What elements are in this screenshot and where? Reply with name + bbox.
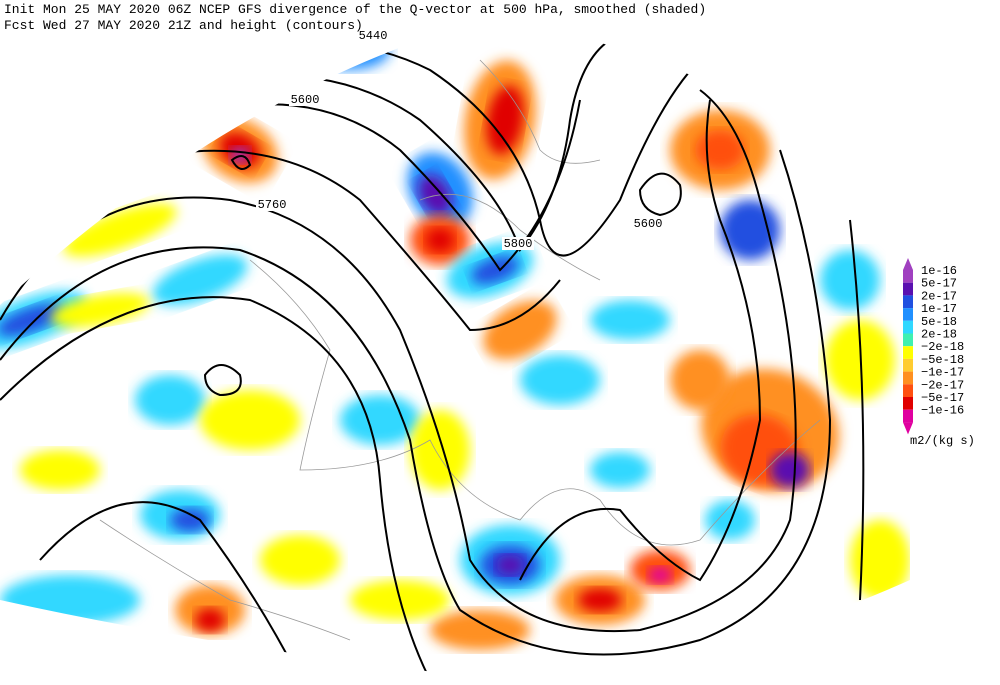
- legend-label: −1e-16: [921, 404, 964, 418]
- legend-arrow: [903, 422, 913, 435]
- shaded-region: [520, 355, 600, 405]
- legend-swatch: [903, 358, 913, 372]
- contour-label-bg: [357, 29, 389, 42]
- shaded-region: [578, 588, 622, 612]
- shaded-region: [426, 228, 454, 252]
- shaded-region: [670, 350, 730, 410]
- shaded-region: [430, 610, 530, 650]
- shaded-region: [0, 575, 140, 625]
- legend-swatch: [903, 409, 913, 423]
- shaded-region: [310, 35, 350, 55]
- shaded-region: [410, 410, 470, 490]
- contour-label-bg: [289, 93, 321, 106]
- shaded-region: [496, 555, 524, 575]
- legend-arrow: [903, 258, 913, 270]
- shaded-field: [0, 30, 910, 650]
- shaded-region: [340, 395, 420, 445]
- legend-swatch: [903, 308, 913, 321]
- shaded-region: [590, 452, 650, 488]
- legend-unit: m2/(kg s): [910, 434, 975, 448]
- legend-label: 5e-17: [921, 277, 957, 291]
- legend-swatch: [903, 384, 913, 397]
- contour-labels: 5440 5600 5760 5800 5600: [256, 29, 664, 251]
- height-contours: [0, 39, 865, 675]
- legend-swatch: [903, 333, 913, 347]
- contour-label-bg: [632, 217, 664, 230]
- legend-label: −5e-17: [921, 391, 964, 405]
- legend-label: −5e-18: [921, 353, 964, 367]
- header-line: Init Mon 25 MAY 2020 06Z NCEP GFS diverg…: [4, 2, 706, 17]
- contour-label-bg: [502, 237, 534, 250]
- contour-label: 5600: [634, 217, 663, 231]
- legend-label: −2e-18: [921, 340, 964, 354]
- legend-label: 1e-17: [921, 302, 957, 316]
- shaded-region: [260, 535, 340, 585]
- legend-label: 2e-18: [921, 328, 957, 342]
- legend-swatch: [903, 270, 913, 283]
- shaded-region: [705, 500, 755, 540]
- contour-label: 5760: [258, 198, 287, 212]
- header-line: Fcst Wed 27 MAY 2020 21Z and height (con…: [4, 18, 363, 33]
- shaded-region: [820, 250, 880, 310]
- contour-label: 5440: [359, 29, 388, 43]
- legend-swatch: [903, 371, 913, 385]
- legend-label: 1e-16: [921, 264, 957, 278]
- legend-label: 2e-17: [921, 289, 957, 303]
- contour-label: 5800: [504, 237, 533, 251]
- coastlines: [99, 59, 821, 641]
- shaded-region: [590, 300, 670, 340]
- shaded-region: [483, 300, 557, 360]
- shaded-region: [170, 508, 210, 532]
- legend-label: −2e-17: [921, 378, 964, 392]
- shaded-region: [20, 450, 100, 490]
- shaded-region: [63, 203, 177, 257]
- shaded-region: [200, 390, 300, 450]
- legend-swatch: [903, 346, 913, 359]
- contour-label: 5600: [291, 93, 320, 107]
- shaded-region: [486, 85, 524, 155]
- shaded-region: [720, 200, 780, 260]
- legend-swatch: [903, 295, 913, 309]
- contour-label-bg: [256, 198, 288, 211]
- shaded-region: [850, 520, 910, 600]
- legend-label: −1e-17: [921, 366, 964, 380]
- legend-swatch: [903, 397, 913, 410]
- shaded-region: [0, 303, 64, 337]
- shaded-region: [152, 254, 248, 306]
- shaded-region: [195, 608, 225, 632]
- shaded-region: [417, 174, 453, 216]
- shaded-region: [648, 567, 672, 583]
- legend: 1e-165e-172e-171e-175e-182e-18−2e-18−5e-…: [903, 258, 975, 448]
- legend-swatch: [903, 320, 913, 334]
- legend-swatch: [903, 282, 913, 296]
- legend-label: 5e-18: [921, 315, 957, 329]
- shaded-region: [135, 375, 205, 425]
- shaded-region: [50, 292, 150, 328]
- shaded-region: [770, 452, 810, 488]
